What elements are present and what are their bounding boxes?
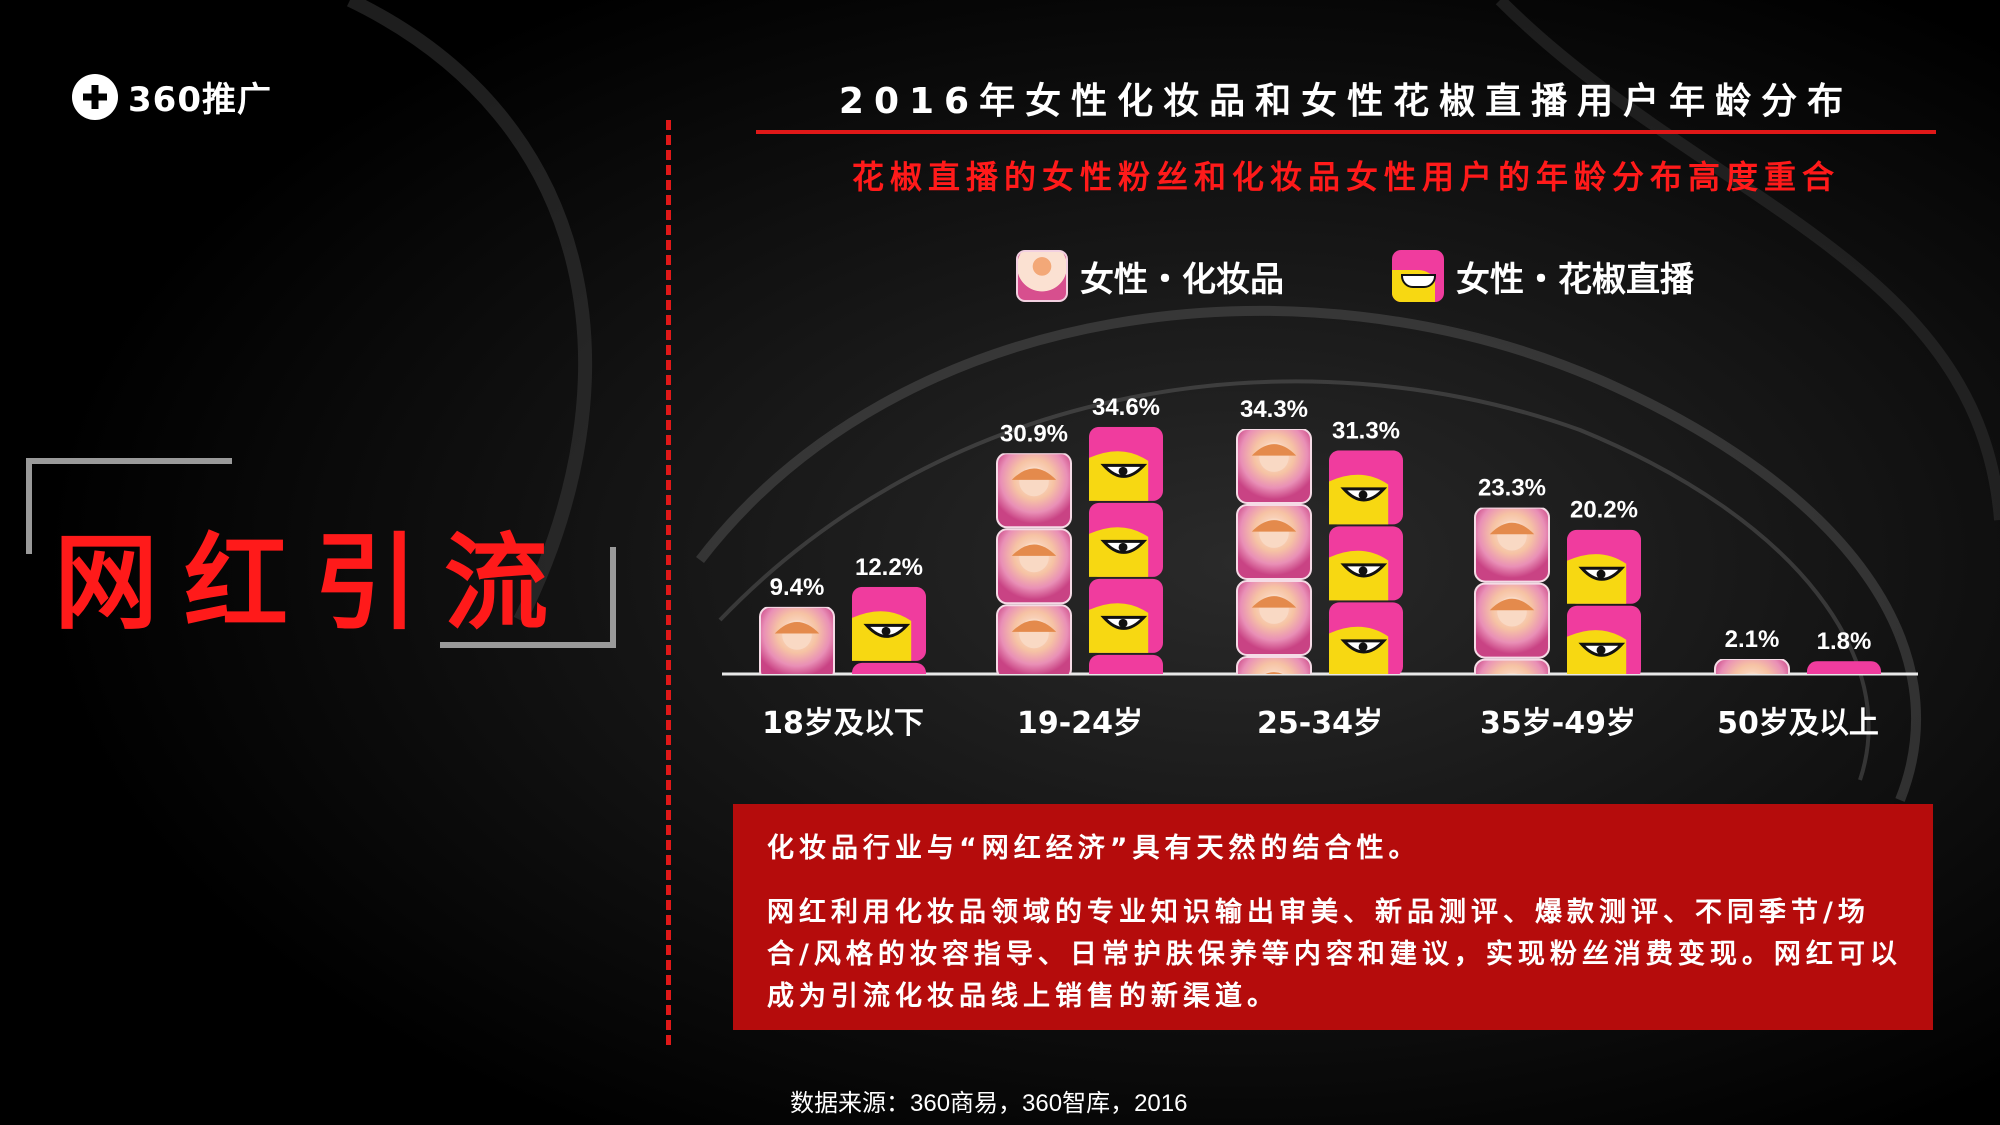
category-label-1: 19-24岁 [1017, 706, 1143, 741]
legend-item-huajiao: 女性・花椒直播 [1392, 250, 1694, 302]
value-label-cosmetics-0: 9.4% [770, 574, 825, 601]
insight-box: 化妆品行业与“网红经济”具有天然的结合性。 网红利用化妆品领域的专业知识输出审美… [733, 804, 1933, 1030]
bar-cosmetics-4 [1714, 659, 1790, 674]
legend-item-cosmetics: 女性・化妆品 [1016, 250, 1284, 302]
value-label-huajiao-4: 1.8% [1817, 628, 1872, 655]
chart-title: 2016年女性化妆品和女性花椒直播用户年龄分布 [838, 81, 1854, 122]
data-source: 数据来源：360商易，360智库，2016 [790, 1090, 1188, 1117]
insight-headline: 化妆品行业与“网红经济”具有天然的结合性。 [767, 833, 1421, 864]
legend-label-cosmetics: 女性・化妆品 [1080, 259, 1284, 300]
brand-logo: 360推广 [72, 72, 272, 121]
bar-huajiao-1 [1089, 426, 1163, 674]
title-underline [756, 130, 1936, 134]
value-label-cosmetics-2: 34.3% [1240, 396, 1308, 423]
value-label-cosmetics-3: 23.3% [1478, 475, 1546, 502]
logo-text: 360推广 [128, 80, 272, 120]
section-title: 网红引流 [54, 522, 575, 644]
bar-huajiao-3 [1567, 529, 1641, 674]
legend-label-huajiao: 女性・花椒直播 [1456, 259, 1694, 300]
value-label-huajiao-0: 12.2% [855, 554, 923, 581]
value-label-huajiao-3: 20.2% [1570, 497, 1638, 524]
insight-body: 网红利用化妆品领域的专业知识输出审美、新品测评、爆款测评、不同季节/场合/风格的… [767, 897, 1902, 1012]
frame-corner-top-left [26, 458, 232, 554]
frame-corner-bottom-right [440, 547, 616, 648]
bar-cosmetics-0 [759, 606, 835, 674]
category-label-4: 50岁及以上 [1717, 706, 1879, 741]
dashed-divider [666, 120, 671, 1045]
bar-cosmetics-2 [1236, 429, 1312, 674]
value-label-huajiao-2: 31.3% [1332, 417, 1400, 444]
cosmetics-girl-icon [1016, 250, 1068, 302]
category-label-3: 35岁-49岁 [1480, 706, 1636, 741]
chart-subtitle: 花椒直播的女性粉丝和化妆品女性用户的年龄分布高度重合 [851, 158, 1840, 196]
bar-cosmetics-3 [1474, 507, 1550, 674]
plus-circle-icon [72, 73, 118, 120]
value-label-cosmetics-1: 30.9% [1000, 420, 1068, 447]
category-label-0: 18岁及以下 [762, 706, 924, 741]
category-label-2: 25-34岁 [1257, 706, 1383, 741]
huajiao-app-icon [1392, 250, 1444, 302]
section-title-frame: 网红引流 [26, 458, 616, 648]
bar-cosmetics-1 [996, 453, 1072, 674]
bar-huajiao-2 [1329, 450, 1403, 674]
value-label-cosmetics-4: 2.1% [1725, 626, 1780, 653]
value-label-huajiao-1: 34.6% [1092, 394, 1160, 421]
bar-huajiao-4 [1807, 661, 1881, 674]
bar-huajiao-0 [852, 586, 926, 674]
